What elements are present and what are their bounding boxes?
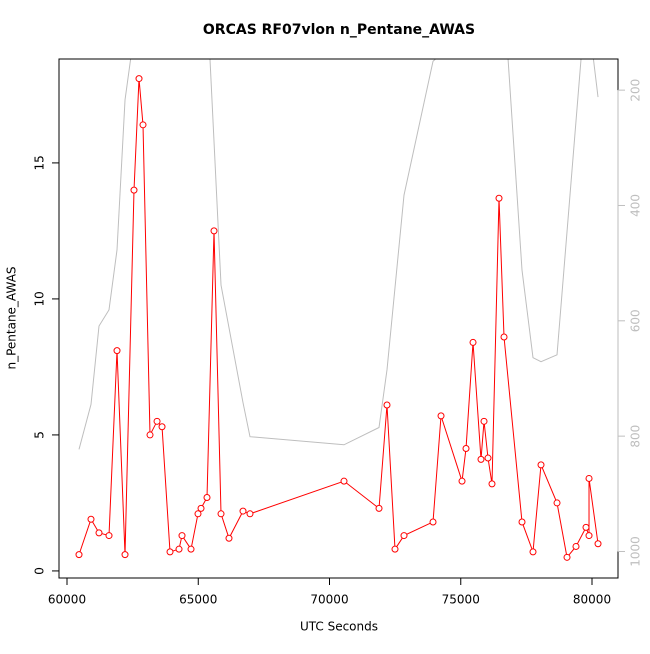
y-tick-label: 10	[33, 291, 47, 306]
data-point	[217, 510, 225, 518]
plot-area	[75, 59, 602, 561]
data-point	[146, 431, 154, 439]
data-point	[166, 548, 174, 556]
data-point	[462, 445, 470, 453]
data-point	[500, 333, 508, 341]
data-point	[563, 553, 571, 561]
x-tick-label: 80000	[573, 593, 611, 607]
data-point	[203, 493, 211, 501]
data-point	[139, 121, 147, 129]
data-point	[95, 529, 103, 537]
data-point	[75, 551, 83, 559]
y2-tick-label: 400	[629, 194, 643, 217]
data-point	[87, 515, 95, 523]
data-point	[187, 545, 195, 553]
data-point	[582, 523, 590, 531]
data-point	[400, 532, 408, 540]
data-point	[429, 518, 437, 526]
data-point	[529, 548, 537, 556]
x-tick-label: 65000	[179, 593, 217, 607]
data-point	[130, 186, 138, 194]
data-point	[437, 412, 445, 420]
data-point	[178, 532, 186, 540]
data-point	[469, 338, 477, 346]
data-point	[391, 545, 399, 553]
data-point	[121, 551, 129, 559]
y2-tick-label: 800	[629, 425, 643, 448]
y2-tick-label: 600	[629, 309, 643, 332]
data-point	[594, 540, 602, 548]
x-tick-label: 70000	[310, 593, 348, 607]
data-point	[585, 474, 593, 482]
series-line	[78, 59, 599, 450]
data-point	[518, 518, 526, 526]
data-point	[340, 477, 348, 485]
y-tick-label: 5	[33, 431, 47, 439]
series-line	[78, 78, 599, 559]
x-axis-title: UTC Seconds	[300, 620, 378, 634]
data-point	[480, 417, 488, 425]
data-point	[484, 454, 492, 462]
data-point	[175, 545, 183, 553]
data-point	[383, 401, 391, 409]
data-point	[197, 504, 205, 512]
chart-title: ORCAS RF07vlon n_Pentane_AWAS	[203, 22, 475, 38]
data-point	[225, 534, 233, 542]
data-point	[194, 510, 202, 518]
y-tick-label: 0	[33, 567, 47, 575]
data-point	[375, 504, 383, 512]
data-point	[239, 507, 247, 515]
data-point	[537, 461, 545, 469]
y2-tick-label: 1000	[629, 536, 643, 567]
data-point	[458, 477, 466, 485]
data-point	[553, 499, 561, 507]
y2-tick-label: 200	[629, 79, 643, 102]
data-point	[477, 455, 485, 463]
data-point	[113, 347, 121, 355]
x-tick-label: 60000	[48, 593, 86, 607]
data-point	[153, 417, 161, 425]
y-tick-label: 15	[33, 155, 47, 170]
y-axis-title: n_Pentane_AWAS	[5, 266, 19, 369]
data-point	[488, 480, 496, 488]
data-point	[105, 532, 113, 540]
data-point	[210, 227, 218, 235]
data-point	[135, 75, 143, 83]
data-point	[158, 423, 166, 431]
data-point	[572, 542, 580, 550]
data-point	[585, 532, 593, 540]
data-point	[495, 194, 503, 202]
x-tick-label: 75000	[442, 593, 480, 607]
data-point	[246, 510, 254, 518]
